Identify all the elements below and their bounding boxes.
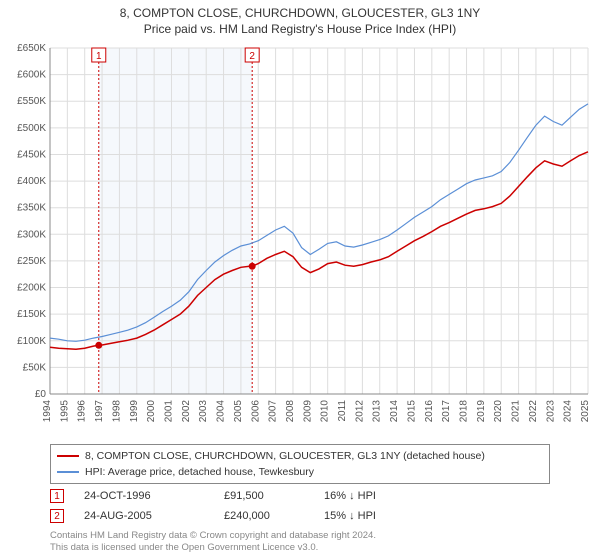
sale-dot <box>249 263 256 270</box>
marker-number: 2 <box>249 51 255 62</box>
y-tick-label: £100K <box>17 336 46 347</box>
chart-container: 8, COMPTON CLOSE, CHURCHDOWN, GLOUCESTER… <box>0 0 600 560</box>
footer-line-1: Contains HM Land Registry data © Crown c… <box>50 530 550 542</box>
footer: Contains HM Land Registry data © Crown c… <box>50 530 550 554</box>
x-tick-label: 2022 <box>528 400 539 423</box>
x-tick-label: 1996 <box>77 400 88 423</box>
y-tick-label: £550K <box>17 96 46 107</box>
x-tick-label: 2019 <box>476 400 487 423</box>
x-tick-label: 2003 <box>198 400 209 423</box>
x-tick-label: 1997 <box>94 400 105 423</box>
sale-delta: 16% ↓ HPI <box>324 490 444 502</box>
y-tick-label: £50K <box>23 362 47 373</box>
x-tick-label: 1994 <box>42 400 53 423</box>
y-tick-label: £400K <box>17 176 46 187</box>
x-tick-label: 2004 <box>216 400 227 423</box>
y-tick-label: £350K <box>17 203 46 214</box>
legend-swatch <box>57 471 79 473</box>
x-tick-label: 2012 <box>354 400 365 423</box>
sale-price: £240,000 <box>224 510 324 522</box>
y-tick-label: £200K <box>17 283 46 294</box>
x-tick-label: 2011 <box>337 400 348 422</box>
marker-number: 1 <box>96 51 102 62</box>
sale-date: 24-OCT-1996 <box>84 490 224 502</box>
sale-delta: 15% ↓ HPI <box>324 510 444 522</box>
y-tick-label: £150K <box>17 309 46 320</box>
legend-row: 8, COMPTON CLOSE, CHURCHDOWN, GLOUCESTER… <box>57 448 543 464</box>
title-line-2: Price paid vs. HM Land Registry's House … <box>0 22 600 36</box>
chart-area: £0 £50K £100K £150K £200K £250K £300K £350K £400… <box>0 42 600 438</box>
x-tick-label: 2016 <box>424 400 435 423</box>
x-tick-label: 2009 <box>302 400 313 423</box>
y-tick-label: £500K <box>17 123 46 134</box>
x-tick-label: 2015 <box>406 400 417 423</box>
title-block: 8, COMPTON CLOSE, CHURCHDOWN, GLOUCESTER… <box>0 0 600 36</box>
x-tick-label: 2006 <box>250 400 261 423</box>
y-tick-label: £300K <box>17 229 46 240</box>
sale-row: 1 24-OCT-1996£91,50016% ↓ HPI <box>50 486 550 506</box>
y-tick-label: £0 <box>35 389 47 400</box>
x-tick-label: 2008 <box>285 400 296 423</box>
sales-summary: 1 24-OCT-1996£91,50016% ↓ HPI 2 24-AUG-2005… <box>50 486 550 526</box>
x-tick-label: 2020 <box>493 400 504 423</box>
legend-text: HPI: Average price, detached house, Tewk… <box>85 466 314 478</box>
x-tick-label: 2025 <box>580 400 591 423</box>
x-tick-label: 2010 <box>320 400 331 423</box>
sale-date: 24-AUG-2005 <box>84 510 224 522</box>
legend-text: 8, COMPTON CLOSE, CHURCHDOWN, GLOUCESTER… <box>85 450 485 462</box>
x-tick-label: 2021 <box>511 400 522 423</box>
y-tick-label: £450K <box>17 149 46 160</box>
x-tick-label: 2000 <box>146 400 157 423</box>
x-tick-label: 1995 <box>59 400 70 423</box>
x-tick-label: 2014 <box>389 400 400 423</box>
chart-svg: £0 £50K £100K £150K £200K £250K £300K £350K £400… <box>0 42 600 438</box>
x-tick-label: 2024 <box>563 400 574 423</box>
x-tick-label: 2017 <box>441 400 452 423</box>
footer-line-2: This data is licensed under the Open Gov… <box>50 542 550 554</box>
x-tick-label: 1998 <box>111 400 122 423</box>
y-tick-label: £600K <box>17 70 46 81</box>
legend-swatch <box>57 455 79 457</box>
x-tick-label: 2023 <box>545 400 556 423</box>
legend: 8, COMPTON CLOSE, CHURCHDOWN, GLOUCESTER… <box>50 444 550 484</box>
sale-badge: 1 <box>50 489 64 503</box>
x-tick-label: 2002 <box>181 400 192 423</box>
x-tick-label: 2018 <box>459 400 470 423</box>
y-tick-label: £650K <box>17 43 46 54</box>
sale-badge: 2 <box>50 509 64 523</box>
sale-row: 2 24-AUG-2005£240,00015% ↓ HPI <box>50 506 550 526</box>
x-tick-label: 1999 <box>129 400 140 423</box>
x-tick-label: 2001 <box>163 400 174 423</box>
sale-dot <box>95 342 102 349</box>
legend-row: HPI: Average price, detached house, Tewk… <box>57 464 543 480</box>
y-tick-label: £250K <box>17 256 46 267</box>
x-tick-label: 2007 <box>268 400 279 423</box>
x-tick-label: 2013 <box>372 400 383 423</box>
x-tick-label: 2005 <box>233 400 244 423</box>
title-line-1: 8, COMPTON CLOSE, CHURCHDOWN, GLOUCESTER… <box>0 6 600 20</box>
sale-price: £91,500 <box>224 490 324 502</box>
